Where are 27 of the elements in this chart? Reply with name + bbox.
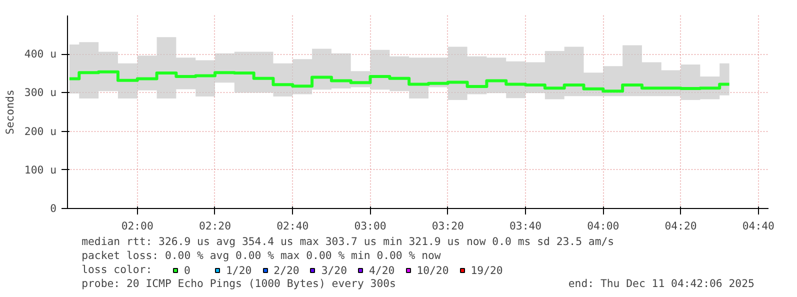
x-tick-label: 04:40 <box>742 220 774 232</box>
y-tick-label: 200 u <box>24 124 56 138</box>
legend-label: 10/20 <box>416 263 449 277</box>
y-tick-label: 100 u <box>24 163 56 176</box>
y-tick-label: 300 u <box>24 86 56 100</box>
x-tick-label: 03:20 <box>432 220 464 232</box>
legend-label: 19/20 <box>470 263 503 277</box>
legend-label: 2/20 <box>274 263 300 277</box>
x-tick-label: 02:00 <box>121 220 154 232</box>
legend-title: loss color: <box>82 263 152 276</box>
legend-label: 3/20 <box>321 263 348 277</box>
text: packet loss: 0.00 % avg 0.00 % max 0.00 % min 0.00 % now <box>82 249 442 262</box>
x-tick-label: 02:20 <box>198 220 232 232</box>
legend-label: 4/20 <box>369 263 395 277</box>
x-tick-label: 03:40 <box>509 220 542 232</box>
x-tick-label: 04:20 <box>664 220 697 232</box>
x-tick-label: 03:00 <box>354 220 386 232</box>
legend-label: 0 <box>184 263 192 277</box>
text: probe: 20 ICMP Echo Pings (1000 Bytes) every 300s <box>82 277 396 290</box>
x-tick-label: 02:40 <box>276 220 309 232</box>
y-axis-title: Seconds <box>3 90 16 134</box>
legend-label: 1/20 <box>226 263 252 277</box>
text: median rtt: 326.9 us avg 354.4 us max 303.7 us min 321.9 us now 0.0 ms sd 23.5 am/s <box>82 235 614 248</box>
x-tick-label: 04:00 <box>587 220 620 232</box>
y-tick-label: 400 u <box>24 48 56 61</box>
text: end: Thu Dec 11 04:42:06 2025 <box>568 277 754 290</box>
y-tick-label: 0 <box>50 202 57 215</box>
